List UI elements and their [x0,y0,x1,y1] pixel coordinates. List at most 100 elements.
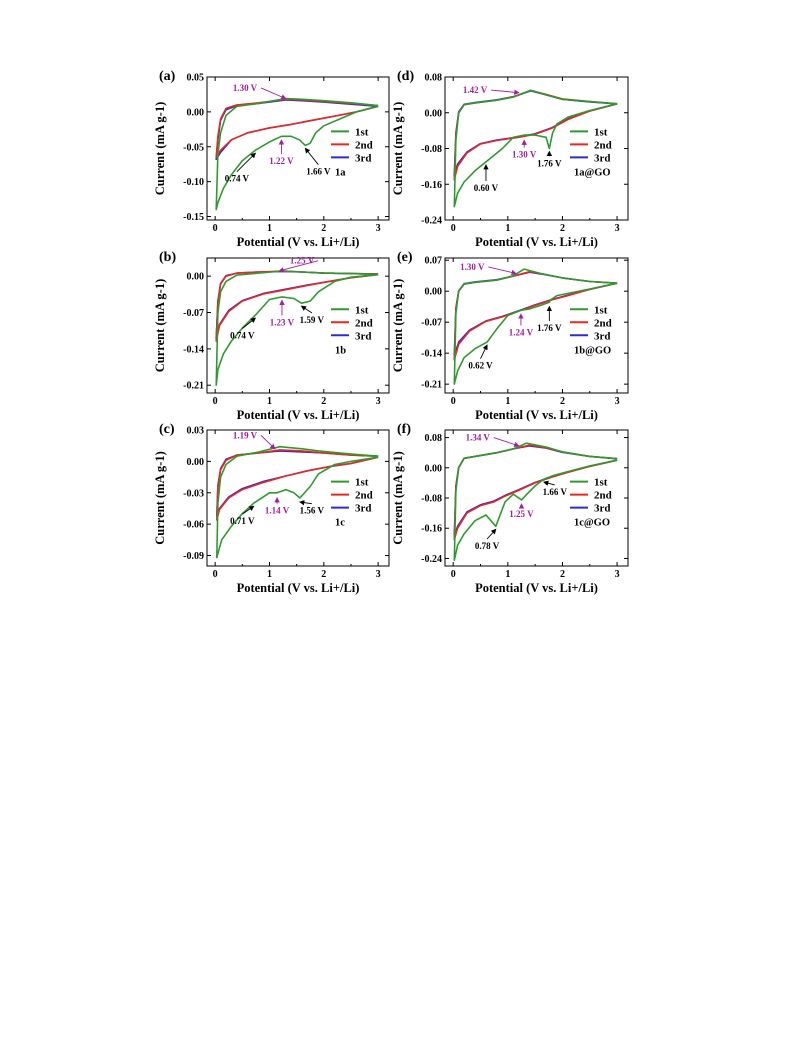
y-tick-label: 0.00 [425,287,443,298]
y-tick-label: 0.00 [187,107,205,118]
annotation-label: 1.19 V [233,430,258,440]
annotation-label: 1.25 V [509,509,534,519]
annotation-arrow [236,152,256,172]
x-axis-label: Potential (V vs. Li+/Li) [475,581,598,595]
legend-label-2nd: 2nd [594,317,612,329]
legend-label-1st: 1st [355,477,369,489]
legend-label-2nd: 2nd [355,317,373,329]
annotation-arrow [260,435,276,450]
plot-frame [206,76,390,221]
annotation-arrow [304,147,319,165]
legend-label-1st: 1st [355,304,369,316]
x-axis-label: Potential (V vs. Li+/Li) [237,581,360,595]
plot-frame [206,429,390,567]
x-tick-label: 1 [505,396,510,407]
annotation-label: 0.71 V [230,516,255,526]
y-axis-label: Current (mA g-1) [153,451,167,545]
y-tick-label: -0.24 [421,216,442,227]
series-1st-line [216,445,379,559]
x-tick-label: 2 [560,396,565,407]
x-axis-label: Potential (V vs. Li+/Li) [237,408,360,422]
x-tick-label: 3 [376,223,381,234]
y-tick-label: -0.14 [421,349,442,360]
panel-e: 0 1 2 3 0.07 0.00 -0.07 -0.14 -0.21 (e) Current (m… [391,250,629,422]
series-1st-line [453,442,618,562]
y-tick-label: -0.24 [421,554,442,565]
x-tick-label: 1 [267,396,272,407]
x-tick-label: 2 [321,569,326,580]
legend-label-1st: 1st [594,304,608,316]
legend-label-2nd: 2nd [594,490,612,502]
annotation-label: 1.14 V [265,506,290,516]
sample-label: 1a [335,167,346,178]
annotation-arrow [491,89,520,95]
legend-label-3rd: 3rd [594,503,611,515]
series-3rd-line [215,270,379,340]
annotation-arrow [488,266,517,276]
y-axis-label: Current (mA g-1) [391,279,405,373]
x-tick-label: 1 [267,569,272,580]
annotation-label: 1.30 V [460,262,485,272]
y-tick-label: -0.16 [421,524,442,535]
x-tick-label: 3 [615,569,620,580]
y-tick-label: -0.03 [183,488,204,499]
x-tick-label: 3 [376,396,381,407]
series-1st-line [453,89,618,208]
x-tick-label: 1 [267,223,272,234]
y-tick-label: -0.21 [421,380,442,391]
y-tick-label: -0.16 [421,180,442,191]
y-tick-label: -0.06 [183,520,204,531]
annotation-label: 1.30 V [233,83,258,93]
annotation-arrow [260,87,287,100]
x-tick-label: 2 [560,223,565,234]
x-tick-label: 2 [321,396,326,407]
annotation-label: 1.76 V [537,158,562,168]
annotation-label: 1.23 V [270,318,295,328]
series-3rd-line [453,271,618,357]
y-tick-label: 0.07 [425,256,443,267]
legend-label-1st: 1st [594,477,608,489]
x-tick-label: 0 [213,223,218,234]
x-tick-label: 2 [560,569,565,580]
annotation-arrow [486,528,497,540]
panel-label: (d) [397,69,414,84]
sample-label: 1b [335,345,346,356]
annotation-label: 1.66 V [306,167,331,177]
annotation-arrow [480,344,488,359]
panel-label: (b) [159,250,176,265]
series-3rd-line [215,99,379,161]
panel-d: 0 1 2 3 0.08 0.00 -0.08 -0.16 -0.24 (d) Current (m… [391,69,629,249]
annotation-label: 1.24 V [509,327,534,337]
legend-label-2nd: 2nd [355,139,373,151]
y-tick-label: -0.08 [421,494,442,505]
y-tick-label: -0.09 [183,551,204,562]
legend-label-2nd: 2nd [594,139,612,151]
legend-label-1st: 1st [594,126,608,138]
y-axis-label: Current (mA g-1) [391,102,405,196]
annotation-label: 1.25 V [290,256,315,266]
panel-f: 0 1 2 3 0.08 0.00 -0.08 -0.16 -0.24 (f) Current (m… [391,422,629,595]
y-tick-label: 0.00 [425,108,443,119]
y-tick-label: 0.08 [425,433,443,444]
y-tick-label: -0.07 [421,318,442,329]
series-2nd-line [215,98,379,158]
series-3rd-line [453,90,618,177]
y-axis-label: Current (mA g-1) [153,279,167,373]
annotation-arrow [242,317,257,329]
y-tick-label: -0.05 [183,142,204,153]
y-tick-label: 0.00 [187,457,205,468]
annotation-arrow [242,505,255,515]
annotation-label: 0.74 V [225,174,250,184]
panel-label: (c) [159,422,175,437]
legend-label-3rd: 3rd [355,152,372,164]
y-tick-label: -0.08 [421,144,442,155]
sample-label: 1b@GO [574,345,611,356]
panel-b: 0 1 2 3 0.00 -0.07 -0.14 -0.21 (b) Current (mA g-… [153,250,390,422]
x-tick-label: 3 [615,396,620,407]
annotation-label: 1.42 V [463,85,488,95]
y-axis-label: Current (mA g-1) [391,451,405,545]
panel-label: (e) [397,250,413,265]
x-tick-label: 0 [451,569,456,580]
legend-label-1st: 1st [355,126,369,138]
